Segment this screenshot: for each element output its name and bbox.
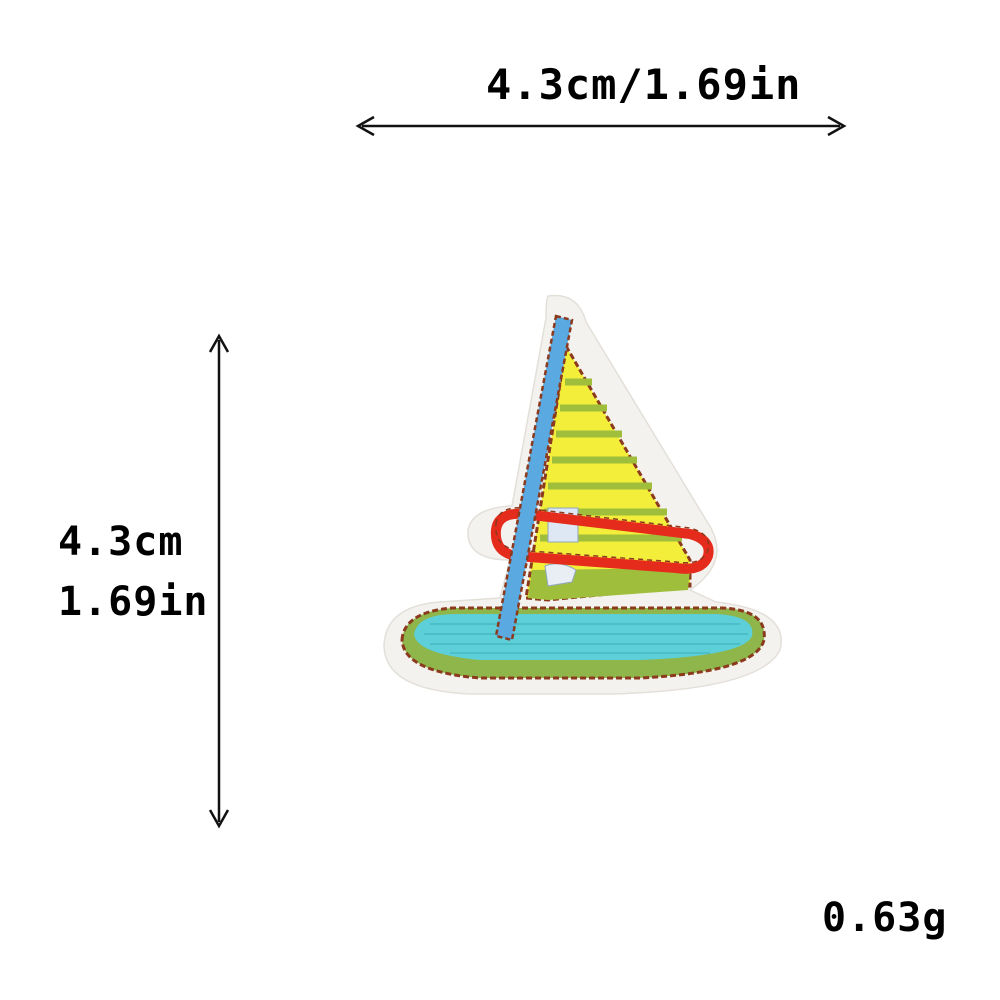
height-dimension-in-label: 1.69in [58, 579, 209, 625]
width-dimension-label: 4.3cm/1.69in [486, 60, 802, 109]
red-band [490, 507, 714, 574]
sail-window-lower [544, 563, 577, 587]
double-arrow-vertical-icon [208, 333, 230, 829]
mast [494, 314, 574, 642]
double-arrow-horizontal-icon [355, 115, 847, 137]
height-dimension-cm-label: 4.3cm [58, 519, 184, 565]
board [400, 606, 766, 680]
sailboat-patch-icon [383, 294, 782, 695]
weight-label: 0.63g [822, 895, 948, 941]
